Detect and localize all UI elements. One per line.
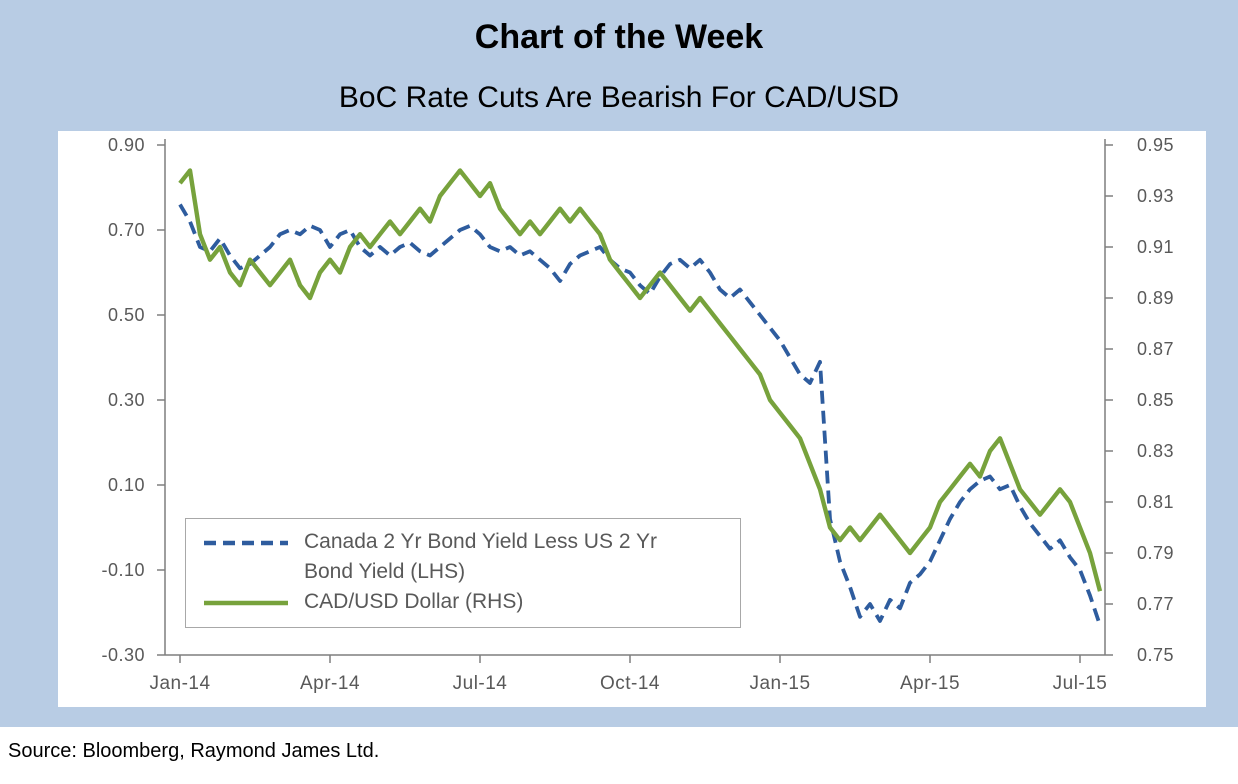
svg-text:-0.30: -0.30: [101, 645, 145, 665]
svg-text:Jul-15: Jul-15: [1053, 673, 1108, 694]
chart-legend: Canada 2 Yr Bond Yield Less US 2 Yr Bond…: [185, 518, 741, 628]
svg-text:0.81: 0.81: [1137, 492, 1174, 512]
svg-text:0.30: 0.30: [108, 390, 145, 410]
bond-yield-line-sample: [204, 540, 288, 546]
svg-text:-0.10: -0.10: [101, 560, 145, 580]
svg-text:Oct-14: Oct-14: [600, 673, 660, 694]
legend-entry-bond-yield: Canada 2 Yr Bond Yield Less US 2 Yr Bond…: [202, 527, 736, 587]
svg-text:Apr-14: Apr-14: [300, 673, 360, 694]
svg-text:0.75: 0.75: [1137, 645, 1174, 665]
svg-text:0.89: 0.89: [1137, 288, 1174, 308]
svg-text:Jan-15: Jan-15: [749, 673, 810, 694]
svg-text:0.91: 0.91: [1137, 237, 1174, 257]
svg-text:0.79: 0.79: [1137, 543, 1174, 563]
svg-text:0.95: 0.95: [1137, 135, 1174, 155]
legend-entry-cadusd: CAD/USD Dollar (RHS): [202, 587, 736, 617]
svg-text:0.70: 0.70: [108, 220, 145, 240]
svg-text:0.10: 0.10: [108, 475, 145, 495]
chart-card: 0.90 0.70 0.50 0.30 0.10 -0.10 -0.30 0.95 0.93 0.…: [58, 131, 1206, 707]
svg-text:0.90: 0.90: [108, 135, 145, 155]
cadusd-line-sample: [204, 600, 288, 606]
svg-text:0.50: 0.50: [108, 305, 145, 325]
page-subtitle: BoC Rate Cuts Are Bearish For CAD/USD: [338, 81, 900, 114]
svg-text:0.83: 0.83: [1137, 441, 1174, 461]
page-background: Chart of the Week BoC Rate Cuts Are Bear…: [0, 0, 1238, 727]
svg-text:0.93: 0.93: [1137, 186, 1174, 206]
svg-text:0.77: 0.77: [1137, 594, 1174, 614]
rate-vs-cadusd-chart: 0.90 0.70 0.50 0.30 0.10 -0.10 -0.30 0.95 0.93 0.…: [101, 135, 1174, 694]
source-note: Source: Bloomberg, Raymond James Ltd.: [0, 727, 1238, 784]
legend-label-cadusd: CAD/USD Dollar (RHS): [304, 590, 524, 613]
svg-text:0.85: 0.85: [1137, 390, 1174, 410]
svg-text:0.87: 0.87: [1137, 339, 1174, 359]
svg-text:Jan-14: Jan-14: [149, 673, 210, 694]
page-title: Chart of the Week: [474, 18, 764, 56]
svg-text:Apr-15: Apr-15: [900, 673, 960, 694]
svg-text:Jul-14: Jul-14: [453, 673, 508, 694]
legend-label-bond-yield: Canada 2 Yr Bond Yield Less US 2 Yr Bond…: [304, 530, 657, 583]
